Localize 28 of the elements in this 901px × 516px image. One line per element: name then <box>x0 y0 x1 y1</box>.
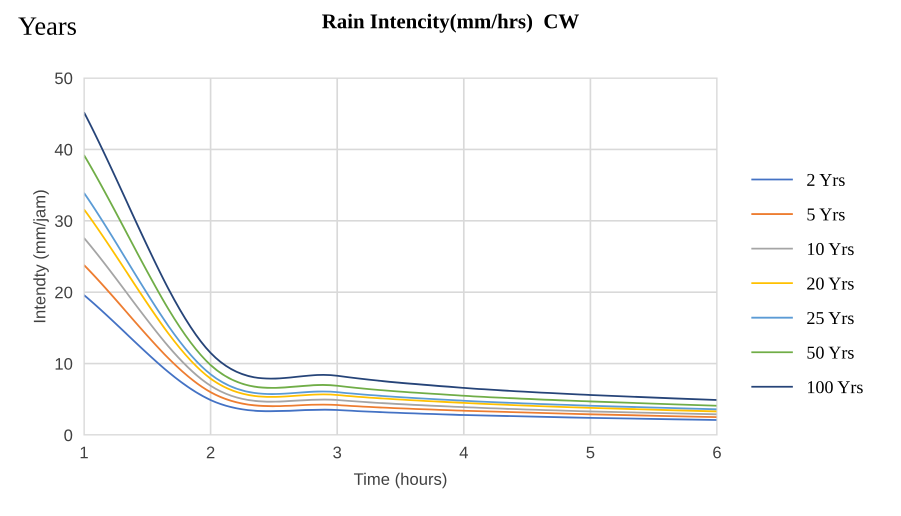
x-axis-title: Time (hours) <box>354 472 446 488</box>
y-tick-label: 50 <box>55 72 72 84</box>
legend-label: 100 Yrs <box>808 381 863 394</box>
y-tick-label: 30 <box>54 215 72 228</box>
y-tick-label: 20 <box>55 286 72 298</box>
legend-label: 20 Yrs <box>807 277 854 290</box>
line-series <box>84 237 717 416</box>
legend-label: 25 Yrs <box>807 312 854 324</box>
legend-label: 10 Yrs <box>808 242 854 256</box>
y-axis-title: Intendty (mm/jam) <box>33 190 49 322</box>
y-tick-label: 10 <box>56 358 72 370</box>
line-series <box>84 111 717 401</box>
chart-title: Rain Intencity(mm/hrs) CW <box>322 14 579 33</box>
x-tick-label: 4 <box>460 446 468 458</box>
x-tick-label: 1 <box>80 446 88 458</box>
y-tick-label: 40 <box>54 144 72 156</box>
x-tick-label: 6 <box>713 446 721 458</box>
legend-label: 2 Yrs <box>807 174 845 186</box>
line-series <box>84 294 717 421</box>
x-tick-label: 3 <box>333 446 342 458</box>
x-tick-label: 2 <box>206 446 214 458</box>
line-series <box>84 154 717 407</box>
legend-label: 50 Yrs <box>807 346 854 359</box>
text: Years <box>18 17 76 35</box>
legend-label: 5 Yrs <box>807 208 845 221</box>
line-series <box>84 264 717 418</box>
y-tick-label: 0 <box>64 429 72 442</box>
x-tick-label: 5 <box>586 446 594 458</box>
